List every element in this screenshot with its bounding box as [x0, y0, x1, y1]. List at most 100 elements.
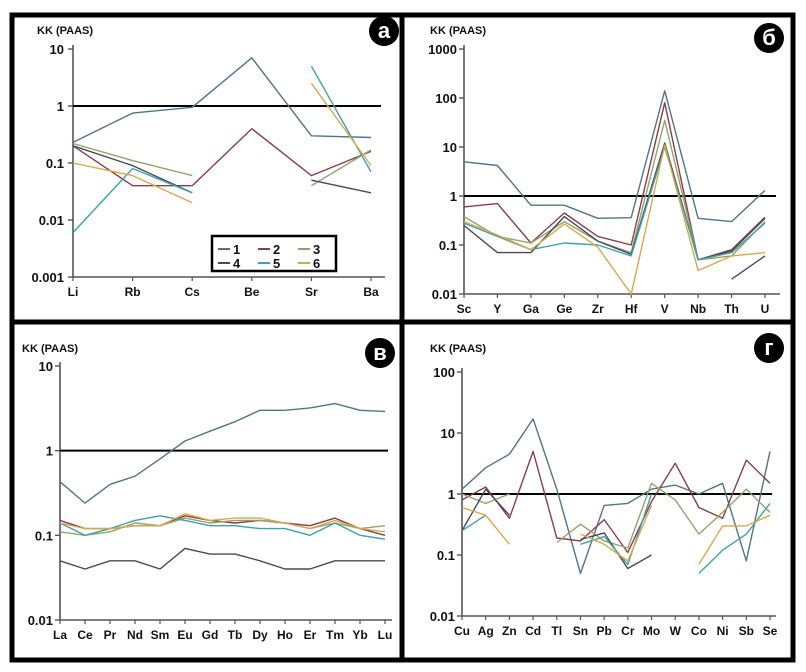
y-tick-label: 0.01 — [39, 213, 64, 228]
x-tick-label: Cu — [454, 624, 470, 638]
x-tick-label: Tm — [326, 628, 344, 642]
x-tick-label: Ho — [277, 628, 293, 642]
series-line-6 — [461, 506, 510, 545]
x-tick-label: Cs — [185, 285, 201, 299]
x-tick-label: Be — [244, 285, 260, 299]
series-line-5 — [59, 515, 386, 540]
legend-label: 3 — [313, 242, 320, 257]
x-tick-label: V — [661, 302, 669, 316]
y-tick-label: 0.001 — [31, 270, 64, 285]
x-tick-label: Nd — [127, 628, 143, 642]
x-tick-label: Ge — [556, 302, 572, 316]
y-tick-label: 10 — [441, 426, 455, 441]
y-tick-label: 1 — [46, 444, 53, 459]
legend-label: 5 — [273, 256, 280, 271]
y-tick-label: 1 — [57, 99, 64, 114]
x-tick-label: Cd — [525, 624, 541, 638]
series-line-4 — [463, 142, 766, 261]
y-axis-title: KK (PAAS) — [430, 25, 486, 37]
x-tick-label: Sc — [457, 302, 472, 316]
panel-g: KK (PAAS) г 0.01 0.1 1 10 100 Cu Ag Zn Cd Tl Sn Pb Cr M… — [430, 333, 784, 638]
series-line-4 — [461, 488, 510, 532]
series-line-3 — [461, 493, 510, 505]
series-line-4 — [59, 547, 385, 570]
x-tick-label: Ba — [363, 285, 379, 299]
series-line-6 — [72, 162, 193, 204]
series-line-5 — [72, 167, 193, 234]
series-line-6 — [59, 513, 386, 533]
series-line-6 — [463, 144, 766, 295]
y-tick-label: 1000 — [428, 42, 457, 57]
series-line-3 — [72, 142, 193, 177]
legend: 1 2 3 4 5 6 — [210, 234, 338, 273]
x-tick-label: Co — [691, 624, 707, 638]
panel-label-badge — [754, 23, 784, 53]
series-line-3 — [311, 149, 372, 187]
y-tick-label: 0.1 — [439, 238, 457, 253]
series-line-3 — [59, 517, 386, 536]
series-line-5 — [310, 65, 372, 173]
legend-box — [210, 234, 338, 273]
panel-b: KK (PAAS) б 0.01 0.1 1 10 100 1000 Sc Y Ga Ge Zr Hf V N… — [428, 23, 784, 316]
x-tick-label: Hf — [625, 302, 639, 316]
panel-label-badge — [365, 338, 395, 368]
x-tick-label: Ni — [717, 624, 729, 638]
x-tick-label: Se — [763, 624, 778, 638]
series-line-4 — [311, 179, 372, 194]
x-tick-label: Pr — [104, 628, 117, 642]
x-tick-label: Li — [68, 285, 79, 299]
x-tick-label: Nb — [690, 302, 706, 316]
x-tick-label: Th — [724, 302, 739, 316]
x-tick-label: Sr — [305, 285, 318, 299]
y-tick-label: 100 — [435, 91, 457, 106]
series-line-6 — [580, 505, 653, 562]
x-tick-label: Tl — [551, 624, 562, 638]
x-tick-label: W — [670, 624, 682, 638]
panel-label: б — [762, 25, 776, 50]
panel-label-badge — [369, 16, 399, 46]
y-axis-title: KK (PAAS) — [37, 25, 93, 37]
x-tick-label: Mo — [643, 624, 660, 638]
panel-label: г — [764, 335, 773, 360]
series-line-1 — [72, 57, 372, 144]
y-axis-title: KK (PAAS) — [22, 343, 78, 355]
x-tick-label: Zr — [592, 302, 604, 316]
x-tick-label: Lu — [378, 628, 393, 642]
series-line-5 — [461, 514, 487, 532]
series-line-4 — [72, 145, 193, 194]
series-line-4b — [731, 255, 766, 280]
x-tick-label: Eu — [177, 628, 192, 642]
y-tick-label: 0.01 — [430, 609, 455, 624]
y-tick-label: 0.1 — [35, 528, 53, 543]
y-tick-label: 1 — [448, 487, 455, 502]
panel-a: KK (PAAS) а 0.001 0.01 0.1 1 10 Li Rb Cs Be Sr Ba — [31, 16, 399, 299]
series-line-5 — [580, 493, 653, 566]
legend-label: 6 — [313, 256, 320, 271]
y-tick-label: 0.1 — [437, 548, 455, 563]
series-line-2 — [463, 101, 766, 261]
panel-label: в — [373, 340, 387, 365]
x-tick-label: U — [761, 302, 770, 316]
y-tick-label: 1 — [450, 189, 457, 204]
y-axis-title: KK (PAAS) — [430, 343, 486, 355]
series-line-3 — [463, 119, 766, 261]
x-tick-label: La — [53, 628, 67, 642]
series-line-3 — [556, 482, 771, 549]
series-line-2 — [461, 450, 771, 554]
series-line-1 — [463, 90, 766, 223]
panel-label: а — [378, 18, 391, 43]
x-tick-label: Ce — [77, 628, 93, 642]
x-tick-label: Dy — [252, 628, 268, 642]
x-tick-label: Ag — [478, 624, 494, 638]
panel-v: KK (PAAS) в 0.01 0.1 1 10 La Ce Pr Nd Sm Eu Gd Tb Dy Ho… — [22, 338, 395, 642]
series-line-1 — [59, 402, 386, 504]
x-tick-label: Tb — [228, 628, 243, 642]
y-tick-label: 10 — [50, 42, 64, 57]
x-tick-label: Sm — [151, 628, 170, 642]
x-tick-label: Sb — [739, 624, 754, 638]
series-line-6 — [310, 82, 372, 167]
series-line-6 — [698, 514, 771, 565]
x-tick-label: Yb — [352, 628, 367, 642]
series-line-5 — [463, 146, 766, 261]
